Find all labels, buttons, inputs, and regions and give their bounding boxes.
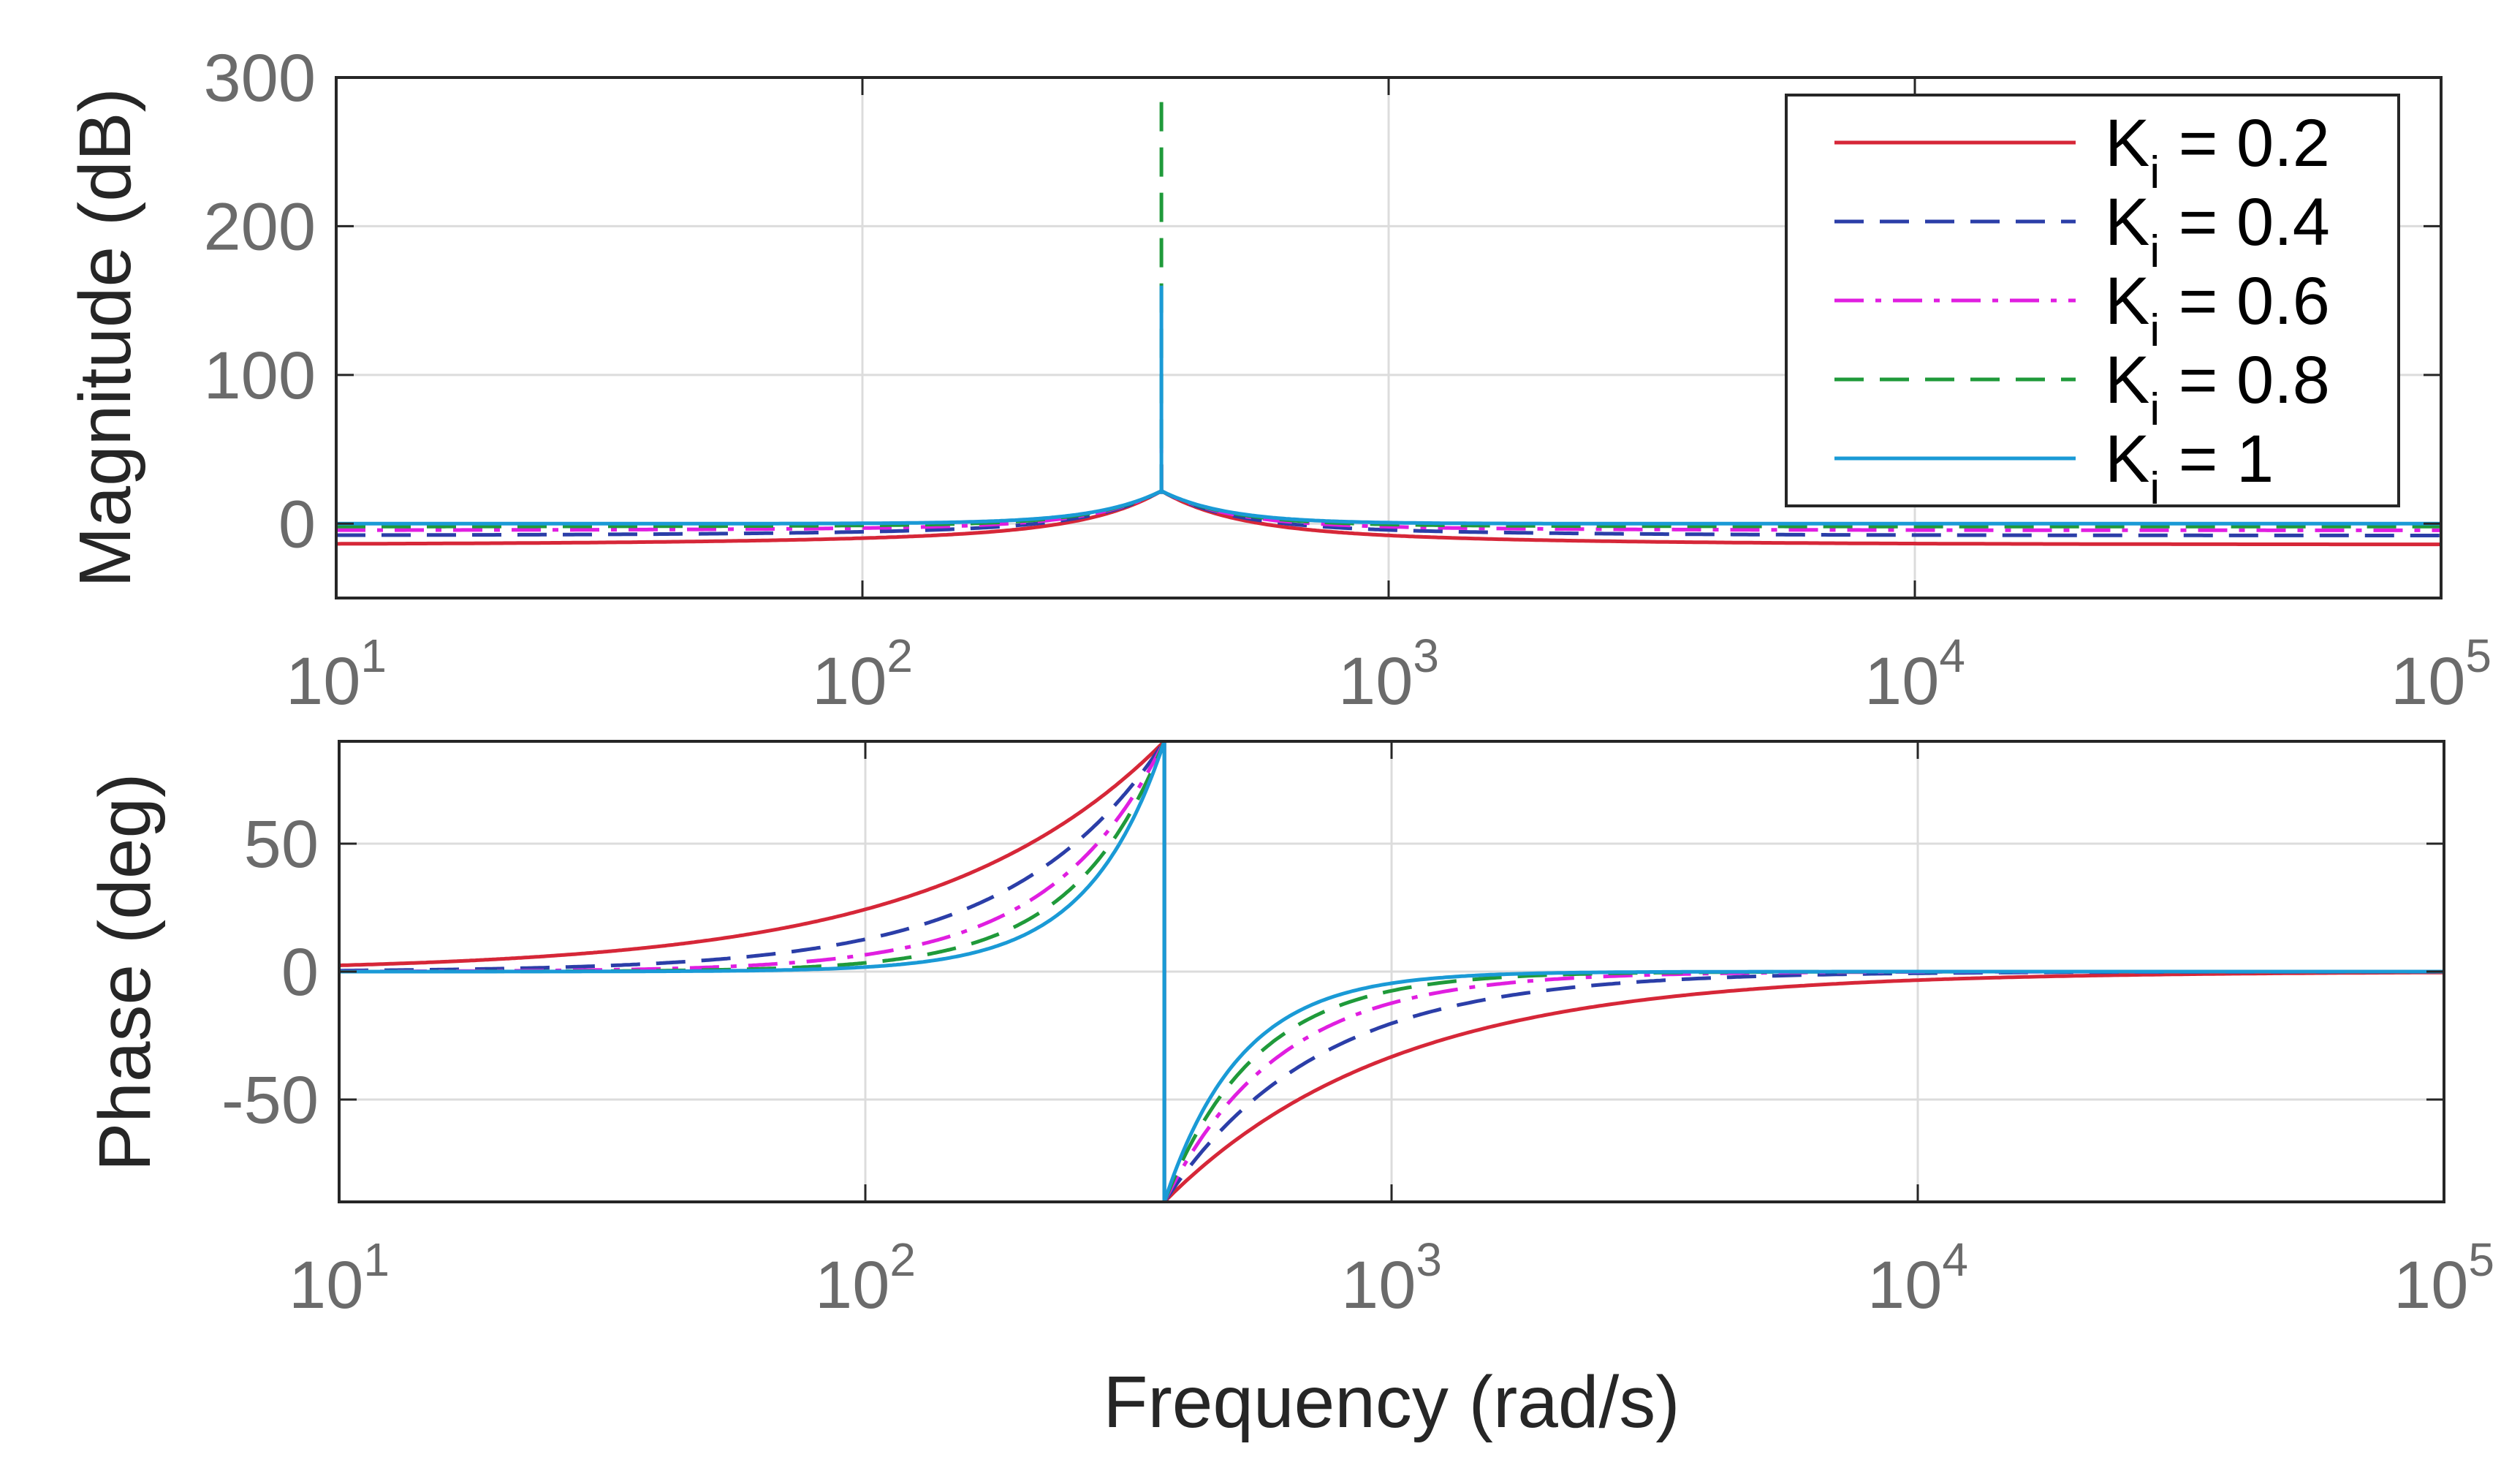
legend-label-5: Ki = 1 <box>2105 422 2274 514</box>
phase-y-axis-label: Phase (deg) <box>84 773 166 1172</box>
magnitude-series-line-2 <box>336 489 2441 537</box>
magnitude-panel: 0 100 200 300 101 102 103 104 105 Magnitude (dB… <box>64 41 2491 719</box>
phase-x-ticks: 101 102 103 104 105 <box>289 741 2494 1323</box>
phase-series-line-low-5 <box>339 741 1166 974</box>
phase-y-ticks: -50 0 50 <box>221 807 2444 1138</box>
legend: Ki = 0.2Ki = 0.4Ki = 0.6Ki = 0.8Ki = 1 <box>1785 94 2400 514</box>
magnitude-y-tick-label: 200 <box>204 189 316 264</box>
phase-series-line-low-2 <box>339 740 1166 973</box>
legend-box <box>1785 94 2400 507</box>
magnitude-y-axis-label: Magnitude (dB) <box>64 88 146 588</box>
x-axis-label: Frequency (rad/s) <box>1103 1361 1680 1443</box>
magnitude-series-group <box>336 92 2441 547</box>
magnitude-x-tick-label: 101 <box>286 629 387 719</box>
phase-y-tick-label: 0 <box>281 935 319 1010</box>
phase-x-tick-label: 101 <box>289 1233 390 1323</box>
phase-x-tick-label: 103 <box>1341 1233 1442 1323</box>
magnitude-y-tick-label: 0 <box>278 487 316 561</box>
legend-label-3: Ki = 0.6 <box>2105 264 2330 356</box>
phase-series-line-high-1 <box>1163 970 2444 1203</box>
magnitude-y-ticks: 0 100 200 300 <box>204 41 2441 561</box>
magnitude-x-tick-label: 105 <box>2391 629 2491 719</box>
magnitude-y-tick-label: 300 <box>204 41 316 116</box>
magnitude-x-ticks: 101 102 103 104 105 <box>286 77 2491 719</box>
magnitude-x-tick-label: 103 <box>1338 629 1439 719</box>
magnitude-series-line-5 <box>336 489 2441 526</box>
legend-label-2: Ki = 0.4 <box>2105 185 2330 277</box>
phase-series-line-low-1 <box>338 740 1166 967</box>
phase-series-line-high-5 <box>1162 969 2444 1203</box>
legend-label-1: Ki = 0.2 <box>2105 106 2330 198</box>
magnitude-x-tick-label: 104 <box>1864 629 1965 719</box>
magnitude-y-tick-label: 100 <box>204 338 316 413</box>
phase-panel: -50 0 50 101 102 103 104 105 Phase (deg) Frequ… <box>84 740 2494 1443</box>
phase-x-tick-label: 104 <box>1867 1233 1968 1323</box>
magnitude-series-line-1 <box>336 489 2441 547</box>
phase-y-tick-label: 50 <box>244 807 319 882</box>
phase-x-tick-label: 105 <box>2394 1233 2494 1323</box>
phase-series-group <box>338 740 2444 1203</box>
magnitude-series-line-3 <box>336 489 2441 532</box>
phase-y-tick-label: -50 <box>221 1063 319 1138</box>
magnitude-x-tick-label: 102 <box>812 629 913 719</box>
legend-label-4: Ki = 0.8 <box>2105 343 2330 435</box>
phase-x-tick-label: 102 <box>815 1233 916 1323</box>
